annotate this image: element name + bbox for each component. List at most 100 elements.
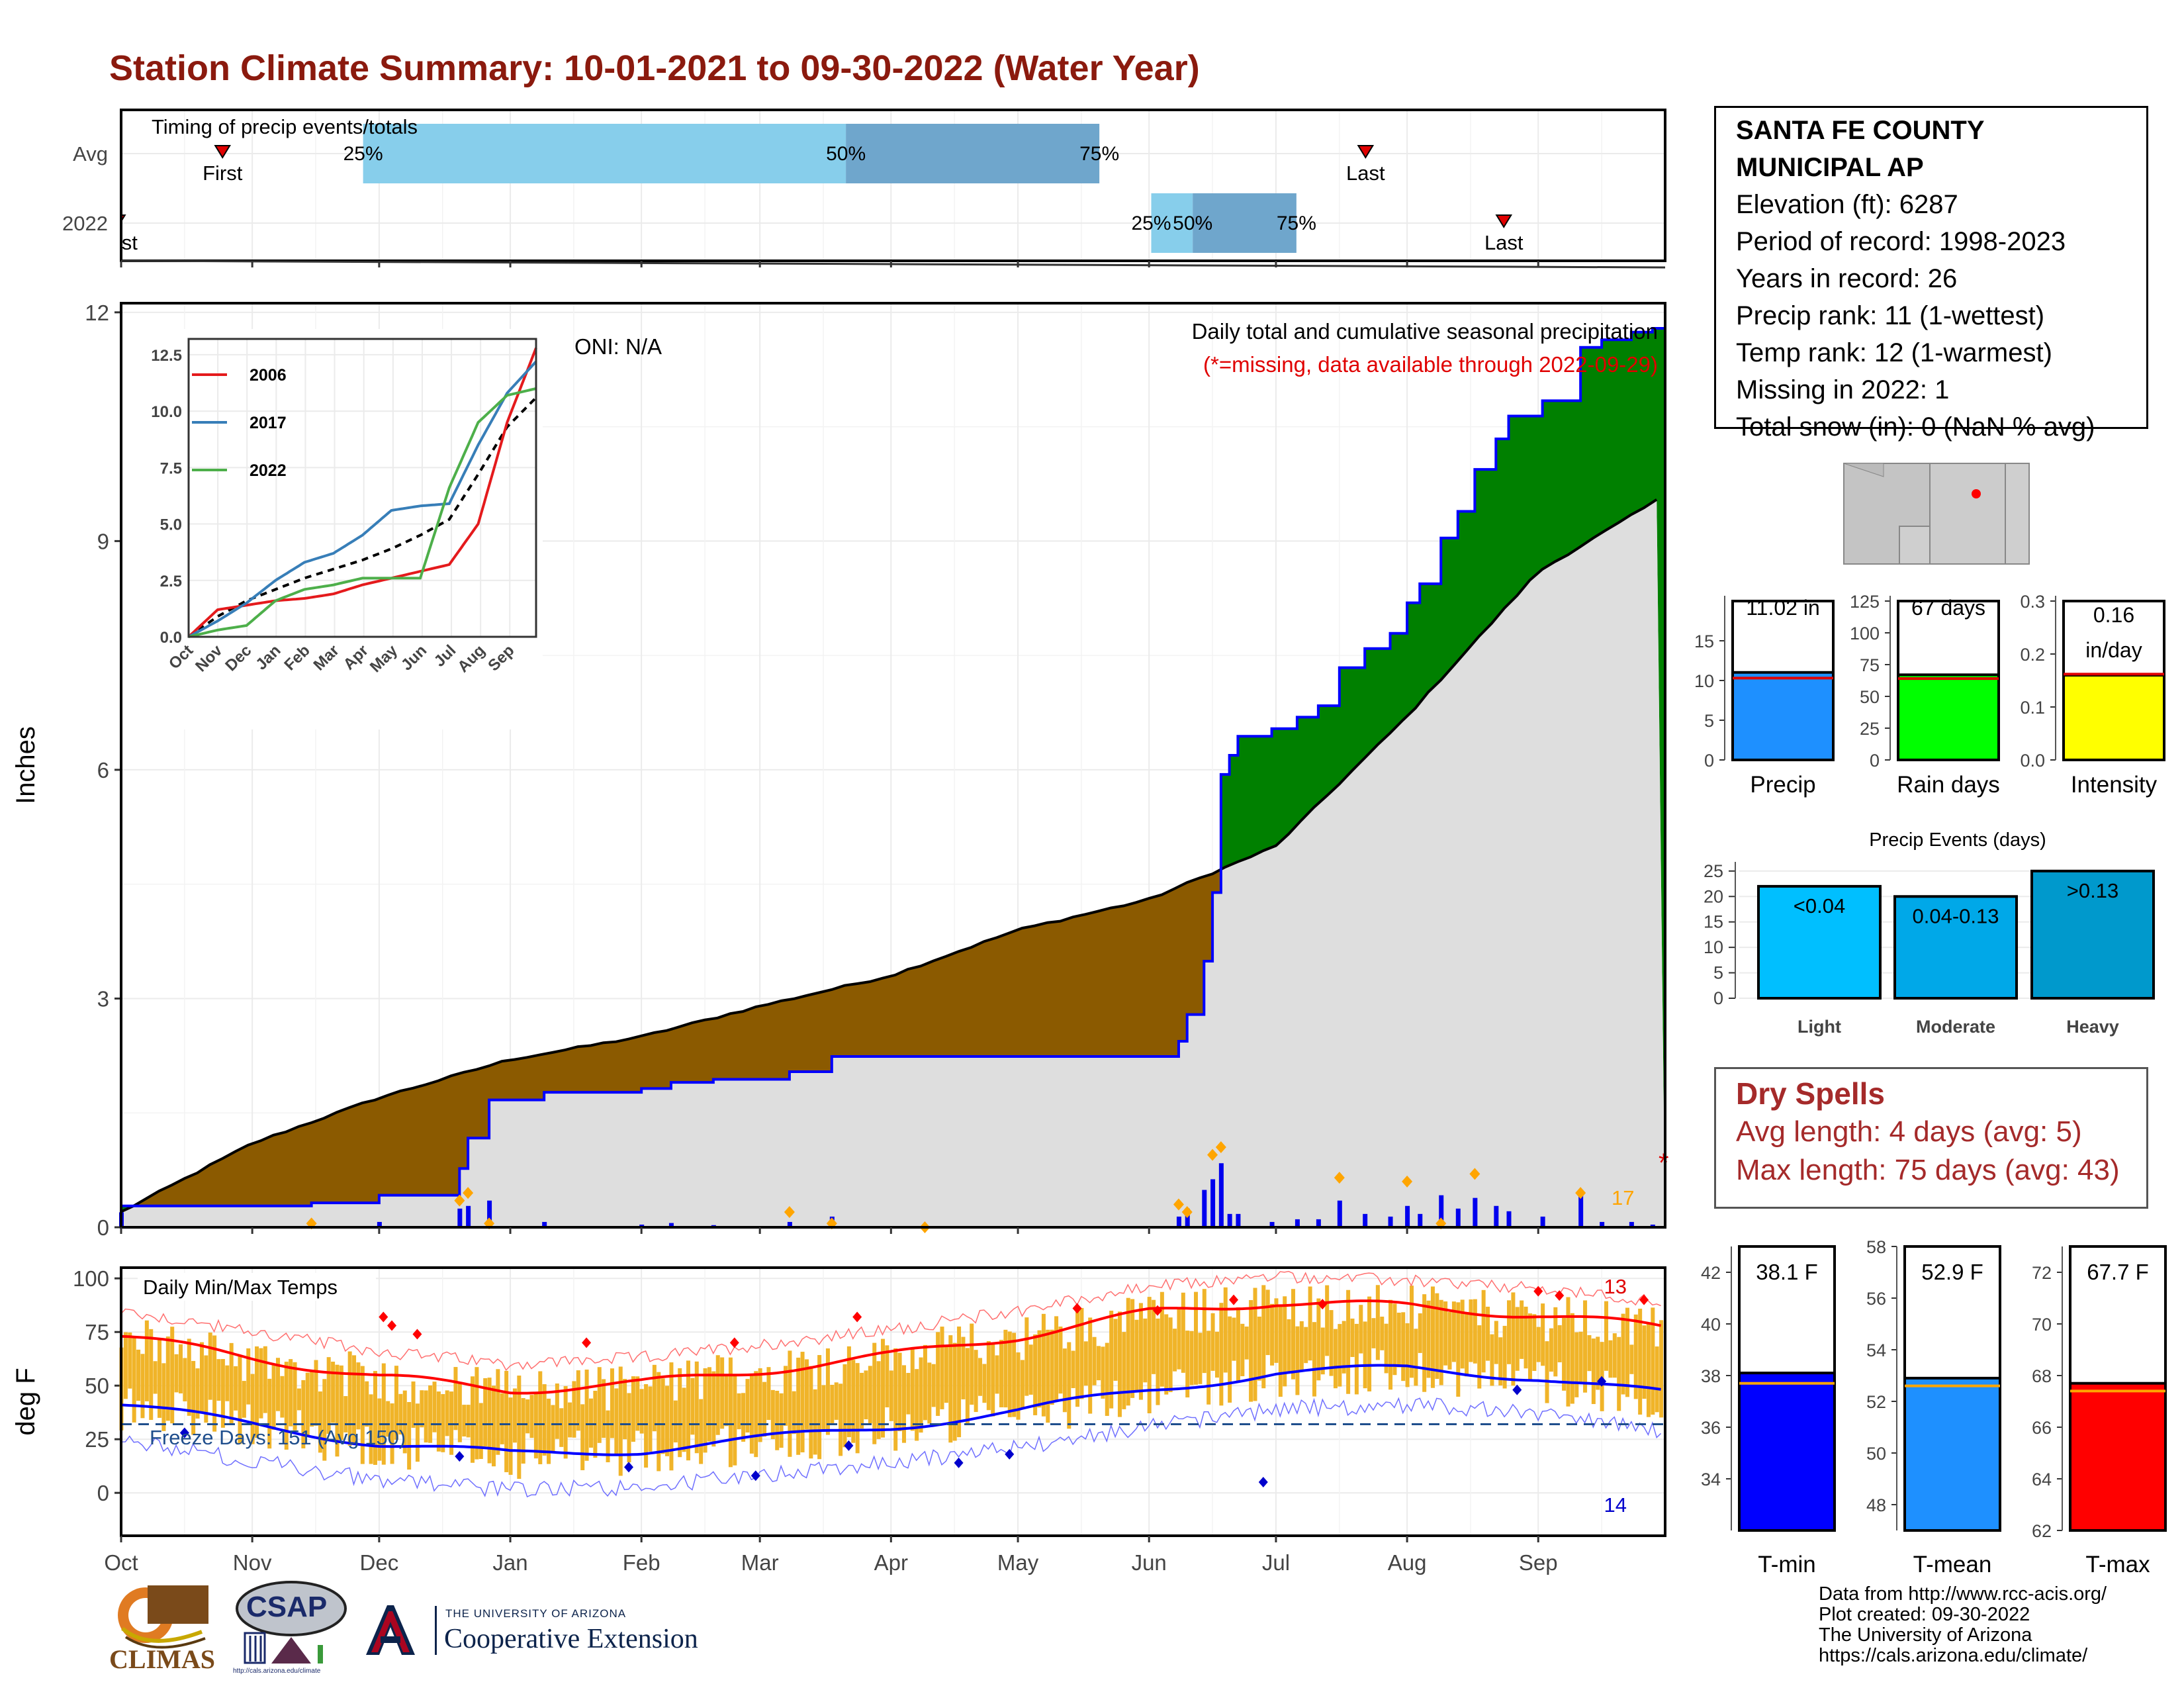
- temp-daily-bar: [1020, 1360, 1024, 1408]
- temp-daily-bar: [741, 1393, 746, 1442]
- temp-daily-bar: [901, 1365, 906, 1443]
- temp-summary-y-tick: 50: [1866, 1444, 1886, 1464]
- mini-y-tick: 75: [1860, 655, 1880, 675]
- temp-daily-bar: [420, 1390, 424, 1428]
- temp-daily-bar: [1295, 1326, 1300, 1395]
- temp-daily-bar: [597, 1367, 602, 1443]
- temp-daily-bar: [758, 1368, 762, 1442]
- temp-daily-bar: [1037, 1330, 1042, 1408]
- temp-daily-bar: [1325, 1285, 1330, 1356]
- temp-daily-bar: [1536, 1327, 1541, 1362]
- temp-daily-bar: [602, 1379, 606, 1438]
- mini-y-tick: 100: [1850, 624, 1880, 643]
- temp-record-low-marker: [1005, 1448, 1015, 1460]
- temp-record-low-marker: [844, 1440, 854, 1451]
- temp-daily-bar: [1249, 1299, 1253, 1402]
- page-title: Station Climate Summary: 10-01-2021 to 0…: [109, 48, 1200, 88]
- temp-daily-bar: [310, 1370, 314, 1427]
- precip-daily-bar: [1236, 1213, 1241, 1227]
- month-label: Jul: [1262, 1550, 1290, 1575]
- mini-y-tick: 0.0: [2020, 751, 2045, 771]
- inset-y-tick: 2.5: [160, 573, 182, 590]
- temp-daily-bar: [335, 1364, 340, 1457]
- temp-daily-bar: [978, 1358, 983, 1396]
- temp-daily-bar: [255, 1346, 259, 1438]
- station-line: Elevation (ft): 6287: [1736, 190, 1958, 219]
- temp-daily-bar: [132, 1337, 136, 1423]
- temp-daily-bar: [1655, 1346, 1659, 1413]
- temp-daily-bar: [1130, 1299, 1135, 1398]
- temp-summary-y-tick: 56: [1866, 1289, 1886, 1309]
- temp-daily-bar: [165, 1336, 170, 1421]
- temp-daily-bar: [1067, 1342, 1071, 1429]
- temp-daily-bar: [1173, 1329, 1177, 1372]
- temp-summary-bar: [2069, 1382, 2167, 1532]
- temp-daily-bar: [1633, 1314, 1638, 1399]
- mini-y-tick: 50: [1860, 687, 1880, 707]
- temp-record-max-line: [120, 1270, 1661, 1372]
- temp-daily-bar: [1079, 1307, 1084, 1399]
- precip-event-marker: [1173, 1198, 1184, 1211]
- events-bar: [1757, 884, 1882, 1000]
- timing-row-label: 2022: [62, 212, 108, 235]
- temp-daily-bar: [1007, 1331, 1012, 1417]
- mini-bar-value: [1897, 673, 2000, 761]
- temp-daily-bar: [1274, 1298, 1279, 1363]
- temp-daily-bar: [910, 1349, 915, 1431]
- temp-daily-bar: [1304, 1327, 1308, 1364]
- temp-daily-bar: [1477, 1325, 1482, 1389]
- temp-y-label: deg F: [11, 1368, 40, 1435]
- temp-daily-bar: [923, 1344, 927, 1421]
- mini-y-tick: 5: [1704, 711, 1714, 731]
- temp-daily-bar: [699, 1399, 704, 1464]
- temp-daily-bar: [533, 1393, 538, 1459]
- ua-logo: THE UNIVERSITY OF ARIZONA Cooperative Ex…: [361, 1602, 745, 1662]
- temp-daily-bar: [1283, 1296, 1287, 1387]
- timing-panel-frame: [120, 109, 1666, 262]
- dry-spells-avg: Avg length: 4 days (avg: 5): [1736, 1115, 2082, 1148]
- temp-daily-bar: [1160, 1291, 1164, 1387]
- mini-y-tick: 0: [1704, 751, 1714, 771]
- temp-daily-bar: [762, 1382, 767, 1437]
- temp-daily-bar: [512, 1388, 517, 1443]
- temp-daily-bar: [415, 1403, 420, 1462]
- temp-daily-bar: [999, 1340, 1003, 1407]
- timing-q75-label: 75%: [1277, 212, 1316, 234]
- temp-daily-bar: [1257, 1316, 1261, 1381]
- mini-bar-value-label: 67 days: [1911, 596, 1985, 620]
- temp-daily-bar: [191, 1360, 196, 1435]
- temp-daily-bar: [982, 1364, 987, 1403]
- temp-daily-bar: [660, 1378, 665, 1454]
- temp-daily-bar: [1486, 1306, 1490, 1361]
- temp-daily-bar: [1244, 1326, 1249, 1360]
- temp-daily-bar: [1083, 1341, 1088, 1386]
- temp-daily-bar: [402, 1390, 407, 1454]
- temp-summary-value: 52.9 F: [1921, 1260, 1983, 1284]
- timing-mask-right: [1666, 106, 1713, 265]
- precip-event-marker: [1469, 1168, 1480, 1180]
- precip-daily-bar: [1540, 1216, 1545, 1227]
- temp-daily-bar: [1181, 1292, 1185, 1373]
- temp-daily-bar: [365, 1381, 369, 1427]
- precip-daily-bar: [457, 1208, 463, 1227]
- timing-last-marker: [1495, 214, 1513, 228]
- temp-daily-bar: [1473, 1299, 1477, 1364]
- temp-daily-bar: [931, 1364, 936, 1407]
- temp-daily-bar: [1346, 1289, 1351, 1394]
- station-line: Precip rank: 11 (1-wettest): [1736, 301, 2045, 330]
- temp-daily-bar: [1460, 1299, 1465, 1369]
- temp-daily-bar: [487, 1378, 492, 1464]
- timing-last-marker: [1357, 145, 1375, 159]
- temp-daily-bar: [1659, 1320, 1664, 1418]
- mini-y-tick: 25: [1860, 719, 1880, 739]
- temp-daily-bar: [961, 1336, 966, 1399]
- temp-summary-y-tick: 34: [1701, 1470, 1721, 1489]
- temp-daily-bar: [1287, 1319, 1291, 1372]
- temp-daily-bar: [1232, 1317, 1236, 1361]
- temp-daily-bar: [1189, 1331, 1194, 1385]
- temp-daily-bar: [1299, 1321, 1304, 1372]
- temp-daily-bar: [1414, 1329, 1418, 1386]
- precip-event-marker: [1207, 1149, 1218, 1161]
- temp-daily-bar: [775, 1391, 780, 1450]
- timing-title: Timing of precip events/totals: [152, 115, 418, 138]
